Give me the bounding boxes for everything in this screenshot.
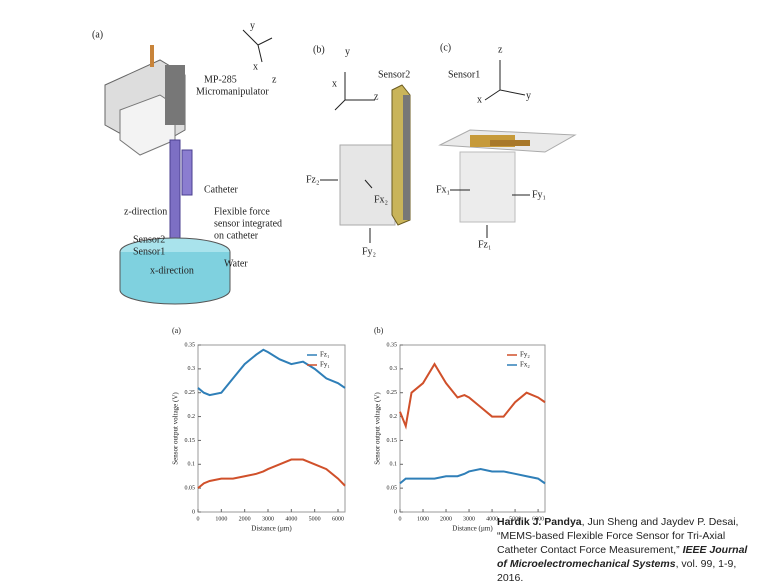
- y-tick-label: 0.2: [188, 414, 196, 420]
- x-tick-label: 2000: [440, 516, 452, 522]
- y-tick-label: 0.1: [188, 462, 196, 468]
- label: Flexible force: [214, 206, 270, 217]
- axis-letter: x: [253, 61, 258, 72]
- label: Water: [224, 258, 248, 269]
- x-tick-label: 1000: [417, 516, 429, 522]
- force-label: Fz₂: [306, 174, 320, 185]
- y-tick-label: 0.05: [387, 486, 398, 492]
- label: x-direction: [150, 265, 194, 276]
- force-label: Fy₂: [362, 246, 376, 257]
- y-tick-label: 0.35: [185, 342, 196, 348]
- citation: Hardik J. Pandya, Jun Sheng and Jaydev P…: [497, 515, 759, 585]
- legend-label: Fz₁: [320, 351, 329, 359]
- panel-label: (a): [92, 29, 103, 40]
- label: on catheter: [214, 230, 259, 241]
- panel-label: (c): [440, 42, 451, 53]
- y-axis-label: Sensor output voltage (V): [172, 392, 180, 465]
- plot-frame: [400, 345, 545, 512]
- y-tick-label: 0.15: [185, 438, 196, 444]
- x-tick-label: 6000: [332, 516, 344, 522]
- chart-title: (a): [172, 326, 181, 335]
- figure: (a) y x z MP-285 Micromanipulator Cathet…: [0, 0, 767, 576]
- y-tick-label: 0.3: [390, 366, 398, 372]
- y-tick-label: 0: [394, 509, 397, 515]
- x-tick-label: 3000: [262, 516, 274, 522]
- x-tick-label: 4000: [285, 516, 297, 522]
- force-label: Fx₁: [436, 184, 450, 195]
- x-tick-label: 0: [197, 516, 200, 522]
- label: Catheter: [204, 184, 239, 195]
- axis-letter: x: [332, 78, 337, 89]
- x-tick-label: 1000: [215, 516, 227, 522]
- data-line: [400, 364, 545, 426]
- sensor1-drawing: [440, 60, 575, 238]
- sensor2-drawing: [320, 72, 410, 243]
- y-tick-label: 0: [192, 509, 195, 515]
- label: sensor integrated: [214, 218, 282, 229]
- plot-frame: [198, 345, 345, 512]
- force-label: Fx₂: [374, 194, 388, 205]
- force-label: Fy₁: [532, 189, 546, 200]
- page: { "figure": { "panel_a": "(a)", "panel_b…: [0, 0, 767, 576]
- label: Sensor1: [448, 69, 480, 80]
- label: Sensor2: [133, 234, 165, 245]
- x-tick-label: 3000: [463, 516, 475, 522]
- x-tick-label: 0: [399, 516, 402, 522]
- x-tick-label: 2000: [239, 516, 251, 522]
- y-tick-label: 0.15: [387, 438, 398, 444]
- y-tick-label: 0.25: [185, 390, 196, 396]
- x-tick-label: 5000: [309, 516, 321, 522]
- force-label: Fz₁: [478, 239, 492, 250]
- axis-letter: x: [477, 94, 482, 105]
- y-axis-label: Sensor output voltage (V): [374, 392, 382, 465]
- legend-label: Fy₂: [520, 351, 530, 359]
- legend-label: Fx₂: [520, 361, 530, 369]
- legend-label: Fy₁: [320, 361, 330, 369]
- x-axis-label: Distance (µm): [251, 525, 292, 533]
- axis-letter: y: [526, 90, 531, 101]
- axis-letter: z: [498, 44, 503, 55]
- y-tick-label: 0.35: [387, 342, 398, 348]
- axis-letter: z: [374, 91, 379, 102]
- data-line: [400, 469, 545, 483]
- label: z-direction: [124, 206, 167, 217]
- label: Micromanipulator: [196, 86, 269, 97]
- label: MP-285: [204, 74, 237, 85]
- y-tick-label: 0.1: [390, 462, 398, 468]
- axis-letter: y: [345, 46, 350, 57]
- y-tick-label: 0.3: [188, 366, 196, 372]
- y-tick-label: 0.2: [390, 414, 398, 420]
- author: Hardik J. Pandya: [497, 516, 582, 528]
- label: Sensor1: [133, 246, 165, 257]
- axis-letter: z: [272, 74, 277, 85]
- y-tick-label: 0.05: [185, 486, 196, 492]
- data-line: [198, 460, 345, 489]
- panel-label: (b): [313, 44, 325, 55]
- label: Sensor2: [378, 69, 410, 80]
- y-tick-label: 0.25: [387, 390, 398, 396]
- axis-letter: y: [250, 20, 255, 31]
- chart-title: (b): [374, 326, 384, 335]
- x-axis-label: Distance (µm): [452, 525, 493, 533]
